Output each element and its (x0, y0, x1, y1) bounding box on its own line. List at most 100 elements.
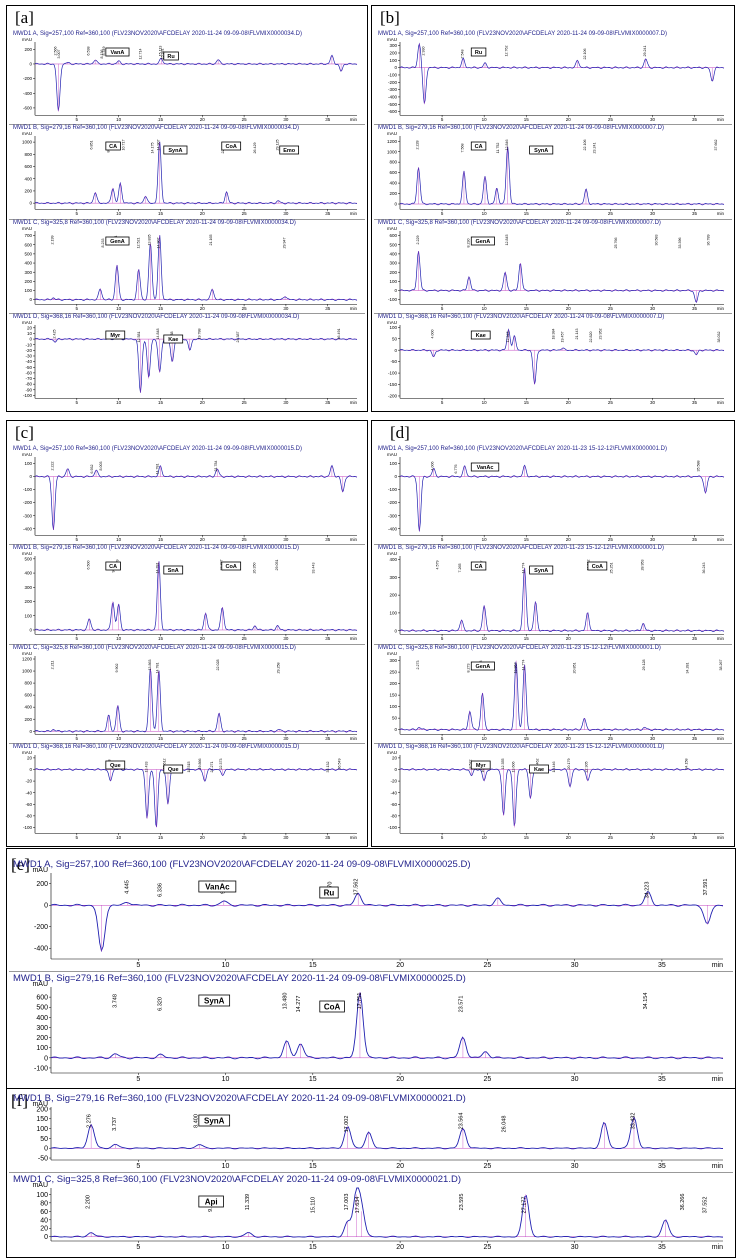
compound-annotation: CoA (221, 561, 242, 571)
annotation-label: SnA (168, 568, 179, 574)
chromatogram-trace (34, 54, 358, 111)
y-unit-label: mAU (387, 452, 397, 457)
x-tick-label: 20 (396, 962, 404, 969)
x-tick-label: 30 (650, 537, 656, 542)
peak-label: 33.432 (631, 1113, 637, 1130)
y-tick-label: 250 (389, 669, 397, 674)
annotation-label: VanA (111, 50, 125, 56)
annotation-label: CA (109, 144, 117, 150)
x-tick-label: 20 (200, 117, 206, 122)
x-tick-label: 35 (325, 211, 331, 216)
y-tick-label: 150 (36, 1116, 48, 1123)
y-tick-label: 150 (389, 692, 397, 697)
compound-annotation: CA (105, 141, 121, 151)
annotation-label: CoA (324, 1002, 341, 1011)
y-tick-label: 300 (24, 269, 32, 274)
x-tick-label: 10 (116, 305, 122, 310)
chromatogram-trace (50, 891, 724, 953)
x-tick-label: 30 (283, 537, 289, 542)
chromatogram-b-3: MWD1 C, Sig=325,8 Ref=360,100 (FLV23NOV2… (374, 218, 732, 313)
chart-title: MWD1 D, Sig=368,16 Ref=360,100 (FLV23NOV… (378, 313, 665, 320)
y-tick-label: -30 (25, 353, 32, 358)
x-tick-label: 5 (441, 735, 444, 740)
x-tick-label: 20 (566, 400, 572, 405)
y-tick-label: 500 (389, 242, 397, 247)
x-unit-label: min (350, 735, 358, 740)
annotation-label: Kae (168, 337, 178, 343)
peak-label: 19.788 (197, 328, 201, 339)
x-tick-label: 25 (242, 636, 248, 641)
peak-label: 26.350 (252, 563, 256, 574)
peak-label: 34.223 (644, 882, 650, 899)
y-tick-label: 600 (36, 995, 48, 1002)
x-tick-label: 5 (136, 962, 140, 969)
y-tick-label: 100 (24, 461, 32, 466)
panel-label: [a] (15, 8, 34, 27)
peak-label: 15.110 (311, 1197, 317, 1213)
panel-b: [b] MWD1 A, Sig=257,100 Ref=360,100 (FLV2… (371, 5, 735, 412)
y-tick-label: 300 (389, 43, 397, 48)
peak-label: 26.429 (253, 143, 257, 154)
annotation-label: Myr (476, 763, 487, 769)
chart-title: MWD1 C, Sig=325,8 Ref=360,100 (FLV23NOV2… (13, 644, 296, 651)
y-tick-label: 300 (389, 658, 397, 663)
y-unit-label: mAU (22, 651, 32, 656)
x-tick-label: 30 (283, 835, 289, 840)
chart-divider (9, 124, 365, 126)
y-tick-label: 200 (389, 191, 397, 196)
y-tick-label: -100 (23, 393, 33, 398)
x-tick-label: 35 (325, 400, 331, 405)
compound-annotation: CoA (319, 1000, 345, 1013)
y-tick-label: 40 (40, 1217, 48, 1224)
y-tick-label: -20 (25, 348, 32, 353)
peak-label: 3.737 (112, 1117, 118, 1131)
compound-annotation: Emo (279, 145, 300, 155)
y-unit-label: mAU (22, 320, 32, 325)
peak-label: 23.571 (458, 996, 464, 1013)
annotation-box (470, 760, 491, 770)
peak-label: 2.930 (422, 47, 426, 56)
panel-label: [f] (11, 1091, 28, 1110)
x-unit-label: min (717, 636, 725, 641)
peak-label: 18.384 (552, 328, 556, 339)
chromatogram-c-2: MWD1 B, Sig=279,16 Ref=360,100 (FLV23NOV… (9, 544, 365, 643)
y-tick-label: -50 (390, 359, 397, 364)
y-unit-label: mAU (387, 551, 397, 556)
y-unit-label: mAU (387, 226, 397, 231)
chart-divider (374, 544, 732, 546)
compound-annotation: SynA (529, 145, 554, 155)
x-tick-label: 20 (200, 735, 206, 740)
x-tick-label: 35 (692, 305, 698, 310)
x-tick-label: 20 (200, 400, 206, 405)
y-tick-label: 100 (24, 288, 32, 293)
peak-label: 2.229 (416, 235, 420, 244)
chart-svg: -100-90-80-70-60-50-40-30-20-1001020mAU5… (22, 320, 357, 405)
y-tick-label: -100 (388, 297, 398, 302)
peak-label: 38.032 (717, 331, 721, 342)
x-tick-label: 20 (566, 735, 572, 740)
compound-annotation: Ru (470, 47, 487, 57)
chromatogram-d-4: MWD1 D, Sig=368,16 Ref=360,100 (FLV23NOV… (374, 742, 732, 842)
peak-label: 25.766 (614, 237, 618, 248)
y-tick-label: -80 (25, 381, 32, 386)
y-tick-label: -400 (388, 526, 398, 531)
y-tick-label: -60 (25, 370, 32, 375)
peak-label: 6.500 (86, 561, 90, 570)
y-tick-label: 100 (389, 704, 397, 709)
x-tick-label: 5 (76, 305, 79, 310)
peak-label: 17.562 (354, 879, 360, 896)
chart-divider (9, 544, 365, 546)
x-tick-label: 25 (483, 1163, 491, 1170)
y-tick-label: -50 (38, 1155, 48, 1162)
annotation-label: GenA (476, 664, 491, 670)
y-unit-label: mAU (387, 750, 397, 755)
annotation-label: SynA (168, 148, 182, 154)
annotation-box (470, 661, 495, 670)
annotation-box (198, 1114, 231, 1127)
peak-label: 36.243 (702, 563, 706, 574)
x-tick-label: 35 (325, 636, 331, 641)
x-tick-label: 10 (116, 636, 122, 641)
x-tick-label: 5 (441, 211, 444, 216)
annotation-box (529, 764, 549, 774)
y-tick-label: 0 (394, 727, 397, 732)
